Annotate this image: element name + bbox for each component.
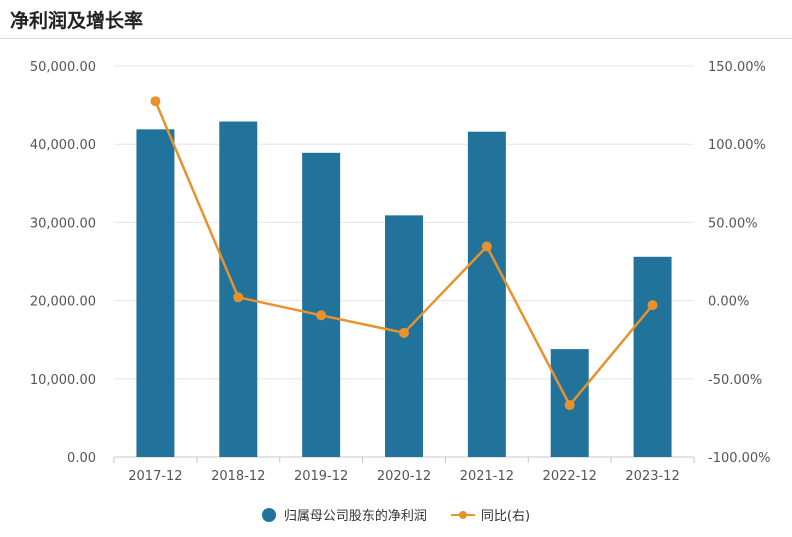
point-yoy xyxy=(564,400,575,411)
bar-net-profit xyxy=(136,129,175,458)
y-left-tick-label: 10,000.00 xyxy=(30,373,96,388)
chart-legend: 归属母公司股东的净利润 同比(右) xyxy=(0,505,792,524)
y-right-tick-label: 50.00% xyxy=(708,216,758,231)
point-yoy xyxy=(233,292,244,303)
legend-item-net-profit[interactable]: 归属母公司股东的净利润 xyxy=(261,505,427,524)
y-right-tick-label: -100.00% xyxy=(708,451,771,466)
legend-item-yoy[interactable]: 同比(右) xyxy=(450,505,531,524)
bar-net-profit xyxy=(467,131,506,458)
x-tick-label: 2018-12 xyxy=(211,469,265,484)
x-tick-label: 2019-12 xyxy=(294,469,348,484)
title-divider xyxy=(0,38,792,39)
y-right-tick-label: 0.00% xyxy=(708,295,749,310)
y-right-tick-label: -50.00% xyxy=(708,373,762,388)
x-tick-label: 2022-12 xyxy=(543,469,597,484)
y-left-tick-label: 40,000.00 xyxy=(30,138,96,153)
point-yoy xyxy=(316,310,327,321)
y-right-tick-label: 150.00% xyxy=(708,60,766,75)
x-tick-label: 2020-12 xyxy=(377,469,431,484)
point-yoy xyxy=(481,241,492,252)
y-right-tick-label: 100.00% xyxy=(708,138,766,153)
bar-net-profit xyxy=(633,256,672,457)
bar-net-profit xyxy=(219,121,258,457)
bar-net-profit xyxy=(302,152,341,457)
legend-line-swatch xyxy=(450,508,475,522)
x-tick-label: 2023-12 xyxy=(625,469,679,484)
y-left-tick-label: 30,000.00 xyxy=(30,216,96,231)
y-left-tick-label: 20,000.00 xyxy=(30,295,96,310)
x-tick-label: 2017-12 xyxy=(128,469,182,484)
point-yoy xyxy=(399,327,409,338)
point-yoy xyxy=(150,96,161,107)
legend-yoy-label: 同比(右) xyxy=(480,509,531,524)
point-yoy xyxy=(647,300,658,311)
legend-net-profit-label: 归属母公司股东的净利润 xyxy=(283,509,427,524)
chart-title: 净利润及增长率 xyxy=(10,10,144,32)
y-left-tick-label: 0.00 xyxy=(67,451,96,466)
legend-bar-swatch xyxy=(261,507,276,522)
x-tick-label: 2021-12 xyxy=(460,469,514,484)
chart-plot: 0.00 10,000.00 20,000.00 30,000.00 40,000.00… xyxy=(30,60,771,484)
y-left-tick-label: 50,000.00 xyxy=(30,60,96,75)
